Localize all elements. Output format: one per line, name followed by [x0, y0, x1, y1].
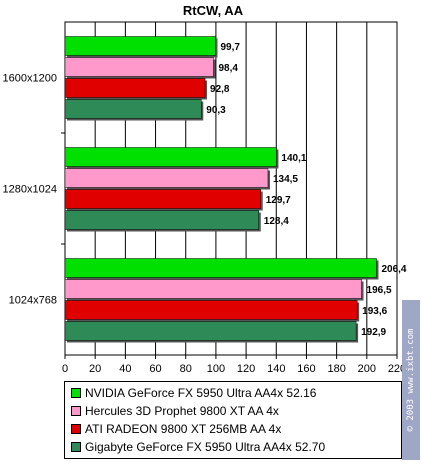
x-tick-label: 0 — [62, 363, 68, 375]
bar — [64, 78, 206, 98]
bar-value-label: 206,4 — [381, 264, 406, 275]
bar-value-label: 134,5 — [273, 174, 298, 185]
bar — [64, 321, 357, 341]
plot-area: 0 20 40 60 80 100 120 140 160 180 200 220 1600x1200 9… — [3, 21, 407, 375]
x-tick-label: 60 — [149, 363, 161, 375]
y-category-label: 1280x1024 — [3, 184, 57, 196]
bar-value-label: 196,5 — [367, 285, 392, 296]
x-tick-label: 100 — [207, 363, 225, 375]
legend-label: NVIDIA GeForce FX 5950 Ultra AA4x 52.16 — [85, 386, 317, 400]
chart-title: RtCW, AA — [183, 3, 244, 18]
bar-value-label: 98,4 — [218, 63, 238, 74]
bar — [64, 279, 362, 299]
bar-value-label: 92,8 — [210, 84, 230, 95]
legend-item: Hercules 3D Prophet 9800 XT AA 4x — [71, 402, 395, 420]
legend-item: Gigabyte GeForce FX 5950 Ultra AA4x 52.7… — [71, 438, 395, 456]
bar — [64, 189, 261, 209]
bar — [64, 57, 214, 77]
x-tick-label: 80 — [180, 363, 192, 375]
y-category-label: 1600x1200 — [3, 73, 57, 85]
bar — [64, 210, 260, 230]
x-tick-label: 20 — [89, 363, 101, 375]
watermark: © 2003 www.ixbt.com — [402, 300, 420, 460]
legend: NVIDIA GeForce FX 5950 Ultra AA4x 52.16 … — [64, 381, 402, 459]
x-tick-label: 160 — [297, 363, 315, 375]
bar-value-label: 128,4 — [264, 216, 289, 227]
x-tick-label: 40 — [119, 363, 131, 375]
bar-value-label: 192,9 — [361, 327, 386, 338]
bar — [64, 300, 358, 320]
x-tick-label: 200 — [358, 363, 376, 375]
bar — [64, 168, 269, 188]
bar-value-label: 129,7 — [266, 195, 291, 206]
bar-value-label: 90,3 — [206, 105, 226, 116]
legend-swatch — [71, 388, 81, 398]
legend-swatch — [71, 406, 81, 416]
bar — [64, 147, 277, 167]
bar — [64, 258, 377, 278]
y-category-label: 1024x768 — [9, 295, 57, 307]
bar-chart: RtCW, AA 0 20 40 60 80 100 120 140 160 180 200 220 1… — [3, 3, 407, 375]
legend-swatch — [71, 424, 81, 434]
bar-value-label: 193,6 — [362, 306, 387, 317]
legend-label: Hercules 3D Prophet 9800 XT AA 4x — [85, 404, 279, 418]
legend-swatch — [71, 442, 81, 452]
legend-label: ATI RADEON 9800 XT 256MB AA 4x — [85, 422, 282, 436]
legend-label: Gigabyte GeForce FX 5950 Ultra AA4x 52.7… — [85, 440, 326, 454]
x-tick-label: 180 — [327, 363, 345, 375]
x-tick-label: 220 — [388, 363, 406, 375]
watermark-text: © 2003 www.ixbt.com — [406, 328, 416, 432]
x-tick-label: 140 — [267, 363, 285, 375]
legend-item: NVIDIA GeForce FX 5950 Ultra AA4x 52.16 — [71, 384, 395, 402]
bar-value-label: 140,1 — [281, 153, 306, 164]
bar — [64, 36, 216, 56]
bar-value-label: 99,7 — [220, 42, 240, 53]
legend-item: ATI RADEON 9800 XT 256MB AA 4x — [71, 420, 395, 438]
bar — [64, 99, 202, 119]
x-tick-label: 120 — [237, 363, 255, 375]
